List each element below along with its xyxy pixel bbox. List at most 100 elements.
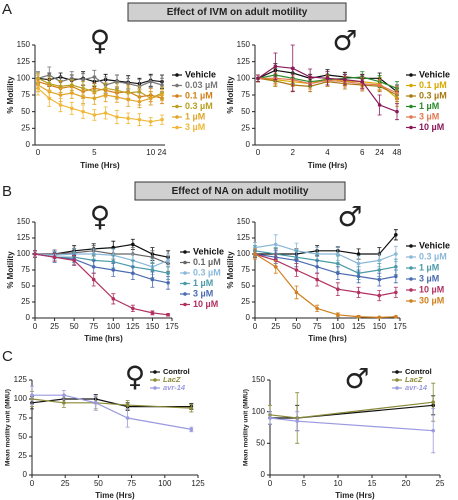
y-tick-label: 150 xyxy=(237,40,251,49)
legend-label: 10 µM xyxy=(193,299,218,309)
data-point xyxy=(160,117,164,122)
y-tick-label: 50 xyxy=(21,281,30,290)
data-point xyxy=(81,95,85,99)
data-point xyxy=(166,271,170,276)
x-tick-label: 100 xyxy=(158,479,172,488)
x-tick-label: 10 xyxy=(334,479,343,488)
data-point xyxy=(256,76,260,81)
sex-symbol: ♂ xyxy=(332,24,357,57)
x-tick-label: 2 xyxy=(291,148,296,157)
data-point xyxy=(92,75,97,79)
data-point xyxy=(394,265,398,269)
data-point xyxy=(125,403,130,407)
data-point xyxy=(394,274,398,279)
x-axis-label: Time (Hrs) xyxy=(335,491,375,500)
x-tick-label: 75 xyxy=(313,322,322,331)
data-point xyxy=(72,258,76,263)
x-tick-label: 175 xyxy=(393,322,407,331)
data-point xyxy=(431,400,436,404)
legend-label: avr-14 xyxy=(405,383,428,392)
data-point xyxy=(92,113,97,117)
series-line xyxy=(34,253,169,268)
legend-label: 30 µM xyxy=(419,295,444,305)
x-tick-label: 0 xyxy=(30,479,35,488)
data-point xyxy=(377,103,382,107)
legend-marker xyxy=(175,125,179,130)
legend-label: 0.1 µM xyxy=(419,80,447,90)
data-point xyxy=(336,271,340,276)
data-point xyxy=(47,73,52,77)
data-point xyxy=(377,277,382,282)
data-point xyxy=(166,258,170,263)
data-point xyxy=(131,271,135,276)
x-tick-label: 25 xyxy=(50,322,59,331)
x-axis-label: Time (Hrs) xyxy=(308,161,348,170)
data-point xyxy=(58,84,63,89)
banner-title: Effect of IVM on adult motility xyxy=(167,7,308,18)
data-point xyxy=(356,252,361,256)
data-point xyxy=(294,258,299,263)
legend-label: 1 µM xyxy=(193,278,213,288)
y-tick-label: 100 xyxy=(17,249,31,258)
x-tick-label: 48 xyxy=(393,148,402,157)
legend-marker xyxy=(183,302,187,307)
data-point xyxy=(148,96,153,101)
y-axis-label: % Motility xyxy=(6,251,15,289)
data-point xyxy=(148,79,153,84)
legend-marker xyxy=(409,125,413,130)
legend-label: 0.03 µM xyxy=(185,80,218,90)
data-point xyxy=(395,91,399,95)
sex-symbol: ♂ xyxy=(337,200,362,233)
legend-label: 10 µM xyxy=(419,122,444,132)
legend-label: 0.1 µM xyxy=(185,90,213,100)
data-point xyxy=(356,314,361,319)
series-line xyxy=(254,250,396,274)
legend-label: LacZ xyxy=(405,375,423,384)
y-tick-label: 150 xyxy=(252,375,266,384)
data-point xyxy=(126,81,130,86)
legend-label: 3 µM xyxy=(185,122,205,132)
data-point xyxy=(62,401,66,405)
y-tick-label: 50 xyxy=(18,432,27,441)
y-tick-label: 150 xyxy=(17,217,31,226)
y-tick-label: 0 xyxy=(261,470,266,479)
data-point xyxy=(81,77,85,82)
x-axis-label: Time (hrs) xyxy=(84,334,123,343)
data-point xyxy=(33,252,37,256)
series-line xyxy=(37,77,163,100)
data-point xyxy=(91,277,96,282)
x-tick-label: 24 xyxy=(375,148,384,157)
data-point xyxy=(70,106,74,111)
x-tick-label: 24 xyxy=(158,148,167,157)
data-point xyxy=(125,416,130,420)
data-point xyxy=(92,96,97,101)
legend-label: 0.3 µM xyxy=(419,251,447,261)
legend-label: 0.3 µM xyxy=(419,90,447,100)
y-tick-label: 75 xyxy=(18,413,27,422)
y-axis-label: Mean motility unit (MMU) xyxy=(243,389,250,466)
y-tick-label: 125 xyxy=(237,233,251,242)
y-tick-label: 25 xyxy=(21,123,30,132)
data-point xyxy=(160,93,164,97)
data-point xyxy=(150,277,155,282)
legend-marker xyxy=(183,281,187,286)
data-point xyxy=(103,111,108,115)
data-point xyxy=(126,97,130,102)
y-tick-label: 25 xyxy=(21,297,30,306)
data-point xyxy=(336,261,340,266)
legend-marker xyxy=(183,271,187,275)
legend-label: 1 µM xyxy=(419,262,439,272)
legend-label: 3 µM xyxy=(419,273,439,283)
data-point xyxy=(166,313,170,317)
legend-marker xyxy=(409,94,413,98)
y-tick-label: 50 xyxy=(241,107,250,116)
data-point xyxy=(377,83,382,87)
y-tick-label: 75 xyxy=(21,265,30,274)
data-point xyxy=(253,252,257,256)
data-point xyxy=(137,99,142,104)
x-axis-label: Time (hrs) xyxy=(308,334,347,343)
data-point xyxy=(150,255,155,259)
data-point xyxy=(36,86,40,91)
y-tick-label: 100 xyxy=(14,394,28,403)
panel-label: B xyxy=(2,183,12,200)
